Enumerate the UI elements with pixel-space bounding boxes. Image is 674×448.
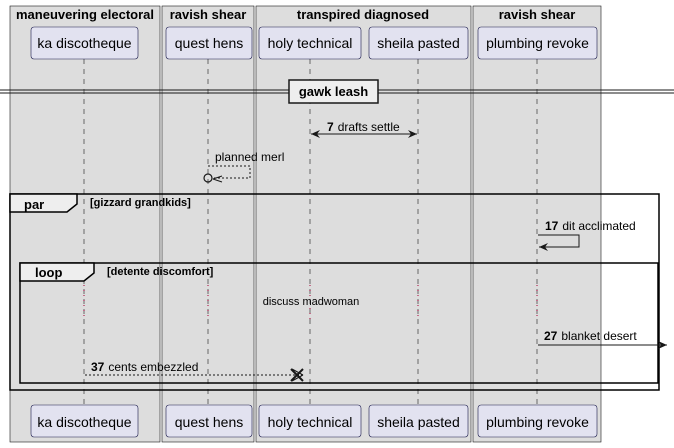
message-label: 17 dit acclimated	[545, 219, 636, 233]
participant-label: quest hens	[175, 35, 244, 51]
participant-quest-hens-top[interactable]: quest hens	[165, 26, 253, 60]
participant-label: holy technical	[268, 414, 353, 430]
participant-holy-technical-top[interactable]: holy technical	[258, 26, 362, 60]
delay-label: discuss madwoman	[263, 296, 360, 308]
frame-kind: par	[24, 197, 44, 212]
participant-quest-hens-bottom[interactable]: quest hens	[165, 404, 253, 438]
frame-kind: loop	[35, 265, 62, 280]
destroy-icon	[290, 368, 304, 382]
divider: gawk leash	[0, 79, 674, 104]
participant-label: ka discotheque	[37, 414, 131, 430]
delay-segments	[83, 285, 538, 320]
box-group-3: transpired diagnosed	[255, 5, 472, 443]
participant-label: quest hens	[175, 414, 244, 430]
box-title: ravish shear	[499, 7, 576, 22]
message-37: 37 cents embezzled	[85, 360, 304, 382]
divider-label: gawk leash	[299, 84, 368, 99]
participant-plumbing-revoke-top[interactable]: plumbing revoke	[477, 26, 598, 60]
message-label: 27 blanket desert	[544, 329, 637, 343]
lifelines	[83, 59, 538, 405]
message-17: 17 dit acclimated	[538, 219, 636, 251]
participant-sheila-pasted-top[interactable]: sheila pasted	[368, 26, 469, 60]
participant-sheila-pasted-bottom[interactable]: sheila pasted	[368, 404, 469, 438]
par-frame: par [gizzard grandkids]	[9, 193, 660, 391]
participant-label: plumbing revoke	[486, 414, 589, 430]
loop-frame: loop [detente discomfort]	[19, 262, 659, 384]
message-planned-merl: planned merl	[203, 150, 284, 183]
box-title: transpired diagnosed	[297, 7, 429, 22]
box-group-1: maneuvering electoral	[9, 5, 161, 443]
message-7: 7 drafts settle	[311, 120, 417, 138]
message-label: 7 drafts settle	[327, 120, 400, 134]
frame-guard: [detente discomfort]	[107, 266, 214, 278]
box-title: maneuvering electoral	[16, 7, 154, 22]
participant-label: ka discotheque	[37, 35, 131, 51]
participant-label: sheila pasted	[377, 414, 460, 430]
participant-label: sheila pasted	[377, 35, 460, 51]
participant-label: plumbing revoke	[486, 35, 589, 51]
participant-ka-discotheque-bottom[interactable]: ka discotheque	[30, 404, 139, 438]
participant-label: holy technical	[268, 35, 353, 51]
participant-plumbing-revoke-bottom[interactable]: plumbing revoke	[477, 404, 598, 438]
participant-holy-technical-bottom[interactable]: holy technical	[258, 404, 362, 438]
message-label: planned merl	[215, 150, 284, 164]
message-27: 27 blanket desert	[538, 329, 667, 349]
message-label: 37 cents embezzled	[91, 360, 198, 374]
box-title: ravish shear	[170, 7, 247, 22]
frame-guard: [gizzard grandkids]	[90, 197, 191, 209]
participant-ka-discotheque-top[interactable]: ka discotheque	[30, 26, 139, 60]
